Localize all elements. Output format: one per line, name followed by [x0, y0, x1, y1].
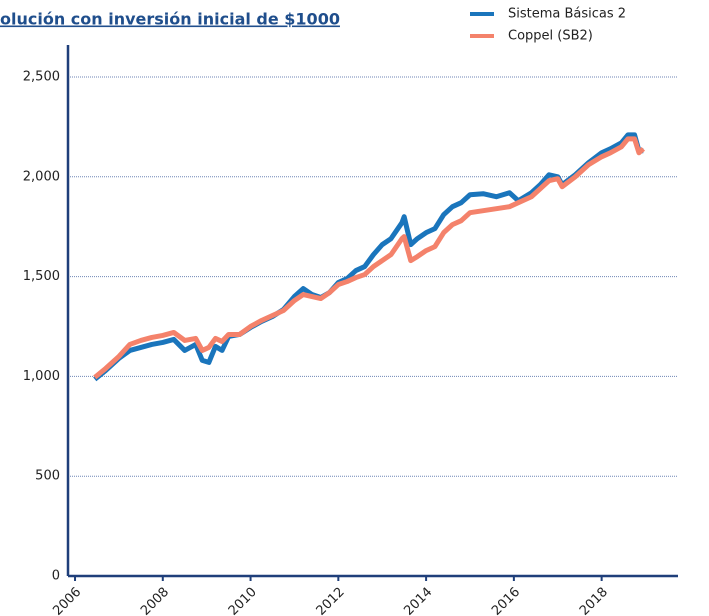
x-tick-label: 2014: [401, 585, 435, 616]
chart-title: olución con inversión inicial de $1000: [0, 10, 340, 29]
x-tick-label: 2010: [226, 585, 260, 616]
y-tick-label: 2,000: [23, 169, 60, 184]
series-line: [93, 132, 644, 382]
x-tick-label: 2018: [577, 585, 611, 616]
y-tick-label: 1,000: [23, 369, 60, 384]
y-tick-label: 1,500: [23, 269, 60, 284]
x-tick-label: 2016: [489, 585, 523, 616]
y-tick-label: 2,500: [23, 69, 60, 84]
y-tick-label: 500: [35, 469, 60, 484]
legend-label: Sistema Básicas 2: [508, 7, 626, 22]
y-tick-label: 0: [52, 569, 60, 584]
series-line: [93, 136, 646, 380]
x-tick-label: 2012: [314, 585, 348, 616]
x-tick-label: 2008: [138, 585, 172, 616]
legend-label: Coppel (SB2): [508, 29, 593, 44]
x-tick-label: 2006: [50, 585, 84, 616]
